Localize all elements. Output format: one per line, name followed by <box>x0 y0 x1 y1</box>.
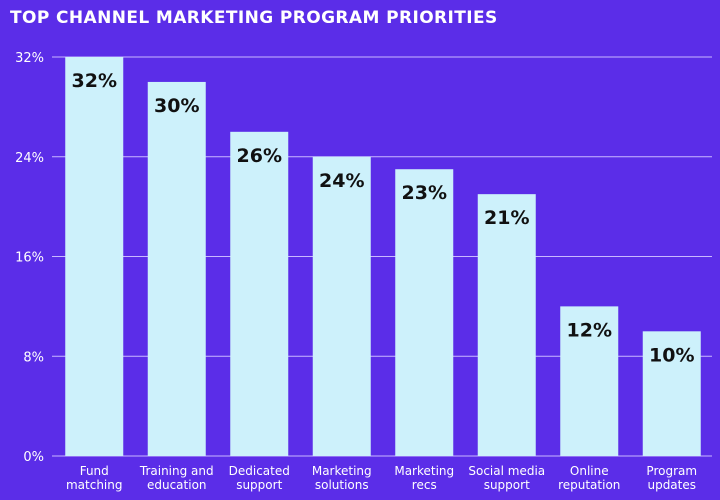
x-tick-label: Dedicated support <box>229 464 290 492</box>
chart-title: TOP CHANNEL MARKETING PROGRAM PRIORITIES <box>10 8 498 28</box>
y-tick-label: 32% <box>15 51 44 66</box>
bar <box>477 194 536 456</box>
x-tick-label: Fund matching <box>66 464 123 492</box>
bar <box>560 306 619 456</box>
x-tick-label: Online reputation <box>558 464 620 492</box>
data-label: 12% <box>567 319 612 341</box>
bar <box>230 131 289 456</box>
bar <box>65 57 124 456</box>
bar <box>147 81 206 456</box>
x-tick-label: Marketing recs <box>394 464 454 492</box>
data-label: 24% <box>319 170 364 192</box>
data-label: 26% <box>237 145 282 167</box>
bar <box>395 169 454 456</box>
data-label: 30% <box>154 95 199 117</box>
bar <box>642 331 701 456</box>
x-tick-label: Program updates <box>646 464 697 492</box>
x-tick-label: Social media support <box>468 464 545 492</box>
x-tick-label: Training and education <box>139 464 214 492</box>
y-tick-label: 16% <box>15 251 44 266</box>
data-label: 23% <box>402 182 447 204</box>
data-label: 10% <box>649 344 694 366</box>
bar <box>312 156 371 456</box>
y-tick-label: 0% <box>23 450 44 465</box>
data-label: 32% <box>72 70 117 92</box>
y-tick-label: 24% <box>15 151 44 166</box>
data-label: 21% <box>484 207 529 229</box>
x-tick-label: Marketing solutions <box>312 464 372 492</box>
y-tick-label: 8% <box>23 350 44 365</box>
